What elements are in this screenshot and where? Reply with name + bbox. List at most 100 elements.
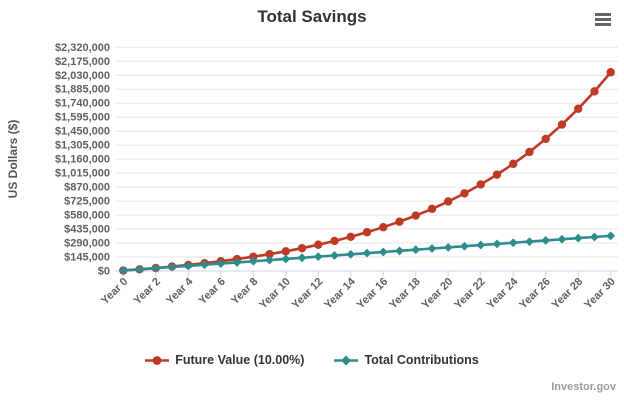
data-point[interactable]: [330, 236, 339, 246]
data-point[interactable]: [314, 240, 323, 249]
data-point[interactable]: [492, 239, 502, 249]
data-point[interactable]: [541, 134, 550, 144]
data-point[interactable]: [411, 211, 420, 220]
data-point[interactable]: [508, 238, 518, 248]
data-point[interactable]: [411, 245, 421, 255]
legend-item-total-contributions[interactable]: Total Contributions: [334, 353, 479, 367]
data-point[interactable]: [232, 258, 242, 267]
data-point[interactable]: [346, 232, 355, 242]
chart-canvas: $0 $145,000 $290,000 $435,000 $580,000 $725,0…: [6, 42, 618, 311]
y-axis-tick-label: $1,450,000: [55, 126, 110, 138]
x-axis-tick-label: Year 4: [164, 275, 196, 307]
y-axis-tick-label: $1,015,000: [55, 168, 110, 180]
data-point[interactable]: [378, 247, 388, 257]
data-point[interactable]: [183, 261, 193, 271]
data-point[interactable]: [606, 231, 616, 241]
x-axis-tick-label: Year 0: [99, 276, 130, 307]
legend-label-future-value: Future Value (10.00%): [175, 353, 305, 367]
x-axis-tick-label: Year 22: [452, 276, 488, 312]
data-point[interactable]: [443, 242, 453, 252]
data-point[interactable]: [476, 180, 485, 189]
data-point[interactable]: [379, 222, 388, 232]
data-point[interactable]: [216, 259, 226, 268]
data-point[interactable]: [151, 263, 161, 273]
data-point[interactable]: [135, 264, 144, 274]
y-axis-tick-label: $1,885,000: [55, 84, 110, 96]
data-point[interactable]: [248, 256, 258, 266]
y-axis-title: US Dollars ($): [6, 120, 20, 199]
data-point[interactable]: [313, 252, 323, 262]
data-point[interactable]: [573, 233, 583, 243]
data-point[interactable]: [200, 260, 209, 270]
data-point[interactable]: [265, 255, 274, 265]
x-axis-tick-label: Year 12: [290, 276, 326, 312]
x-axis-tick-label: Year 18: [387, 276, 423, 312]
data-point[interactable]: [281, 254, 291, 264]
y-gridlines: [115, 46, 618, 258]
data-point[interactable]: [265, 249, 274, 259]
data-point[interactable]: [427, 244, 437, 253]
data-point[interactable]: [395, 246, 404, 256]
x-axis-tick-label: Year 28: [550, 276, 586, 312]
data-point[interactable]: [525, 147, 534, 157]
x-axis-tick-label: Year 16: [355, 276, 391, 312]
x-axis-tick-label: Year 20: [420, 276, 456, 312]
series-total-contributions[interactable]: [118, 231, 616, 275]
data-point[interactable]: [460, 189, 469, 198]
page-title: Total Savings: [257, 7, 367, 26]
data-point[interactable]: [541, 236, 551, 245]
hamburger-bar: [595, 23, 611, 26]
data-point[interactable]: [167, 262, 177, 272]
data-point[interactable]: [476, 240, 486, 250]
x-axis-tick-label: Year 30: [582, 276, 618, 312]
y-axis-tick-label: $2,030,000: [55, 70, 110, 82]
data-point[interactable]: [590, 87, 599, 96]
data-point[interactable]: [427, 204, 437, 214]
x-axis-tick-label: Year 14: [322, 275, 358, 311]
y-axis-tick-label: $1,305,000: [55, 140, 110, 152]
data-point[interactable]: [509, 159, 518, 169]
x-axis-tick-label: Year 26: [517, 276, 553, 312]
data-point[interactable]: [118, 266, 128, 275]
data-point[interactable]: [557, 234, 567, 244]
data-point[interactable]: [346, 249, 356, 259]
data-point[interactable]: [606, 68, 615, 77]
y-axis-tick-label: $1,740,000: [55, 98, 110, 110]
hamburger-bar: [595, 18, 611, 21]
data-point[interactable]: [395, 217, 404, 226]
data-point[interactable]: [590, 232, 599, 242]
data-point[interactable]: [362, 248, 372, 258]
y-axis-tick-label: $145,000: [64, 252, 110, 264]
y-axis-tick-label: $1,160,000: [55, 154, 110, 166]
data-point[interactable]: [297, 253, 307, 263]
x-axis-tick-label: Year 2: [132, 276, 163, 307]
hamburger-menu-icon[interactable]: [594, 12, 612, 27]
series-future-value-10-00[interactable]: [119, 68, 615, 275]
data-point[interactable]: [492, 170, 502, 179]
legend-label-total-contributions: Total Contributions: [364, 353, 479, 367]
investor-gov-credit: Investor.gov: [551, 381, 616, 393]
x-axis-ticks: [122, 271, 612, 277]
data-point[interactable]: [330, 251, 339, 260]
data-point[interactable]: [362, 228, 372, 237]
data-point[interactable]: [297, 243, 307, 253]
data-point[interactable]: [281, 247, 290, 256]
total-contributions-line-diamond-icon: [334, 355, 359, 365]
data-point[interactable]: [460, 241, 469, 251]
legend-item-future-value[interactable]: Future Value (10.00%): [145, 353, 304, 367]
data-point[interactable]: [574, 104, 583, 113]
x-axis-tick-label: Year 8: [229, 276, 260, 307]
future-value-line-circle-icon: [145, 355, 170, 365]
chart-legend: Future Value (10.00%) Total Contribution…: [0, 353, 624, 367]
x-axis-tick-label: Year 24: [485, 275, 521, 311]
y-axis-tick-label: $725,000: [64, 196, 110, 208]
data-point[interactable]: [557, 120, 567, 129]
y-axis-tick-label: $870,000: [64, 182, 110, 194]
data-point[interactable]: [249, 252, 258, 261]
data-point[interactable]: [525, 237, 534, 246]
hamburger-bar: [595, 13, 611, 16]
y-axis-tick-label: $580,000: [64, 210, 110, 222]
data-point[interactable]: [444, 197, 453, 206]
